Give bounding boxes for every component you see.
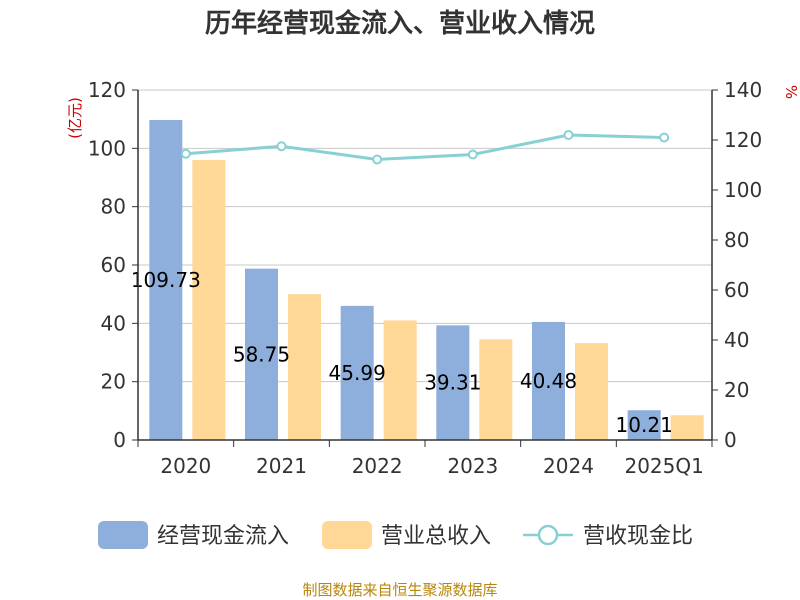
legend-swatch bbox=[322, 521, 372, 549]
x-tick-label: 2023 bbox=[447, 454, 498, 478]
ratio-point bbox=[467, 149, 478, 160]
ratio-line-path bbox=[185, 133, 665, 162]
bar-revenue bbox=[288, 294, 321, 440]
left-tick-label: 40 bbox=[101, 311, 126, 335]
left-axis-unit: (亿元) bbox=[66, 97, 84, 139]
axes: 0 20 40 60 80 100 120 0 20 40 60 80 100 120 140 2020 202… bbox=[88, 78, 762, 478]
bar-data-label: 40.48 bbox=[520, 369, 577, 393]
data-labels: 109.73 58.75 45.99 39.31 40.48 10.21 bbox=[131, 268, 673, 437]
right-tick-label: 20 bbox=[724, 378, 749, 402]
bar-revenue bbox=[479, 339, 513, 440]
bar-revenue bbox=[670, 415, 704, 440]
left-tick-label: 20 bbox=[101, 370, 126, 394]
right-tick-label: 60 bbox=[724, 278, 749, 302]
bar-cash-inflow bbox=[627, 410, 661, 440]
right-tick-label: 80 bbox=[724, 228, 749, 252]
bar-revenue bbox=[383, 320, 417, 440]
right-axis-unit: % bbox=[782, 85, 800, 99]
bar-data-label: 45.99 bbox=[329, 361, 386, 385]
ratio-point bbox=[276, 141, 287, 152]
x-tick-label: 2024 bbox=[543, 454, 594, 478]
ratio-point bbox=[563, 130, 574, 140]
bar-data-label: 39.31 bbox=[424, 371, 481, 395]
grid-lines bbox=[138, 89, 712, 441]
right-tick-label: 0 bbox=[724, 428, 737, 452]
bar-revenue bbox=[192, 160, 226, 440]
left-tick-label: 80 bbox=[101, 195, 126, 219]
x-tick-label: 2025Q1 bbox=[624, 454, 703, 478]
legend-label: 经营现金流入 bbox=[157, 524, 289, 549]
x-tick-label: 2021 bbox=[256, 454, 307, 478]
bar-cash-inflow bbox=[149, 119, 183, 441]
legend-swatch bbox=[98, 521, 148, 549]
bar-data-label: 58.75 bbox=[233, 342, 290, 366]
left-tick-label: 100 bbox=[88, 136, 126, 160]
ratio-point bbox=[180, 148, 191, 159]
bar-cash-inflow bbox=[436, 325, 470, 440]
x-tick-label: 2020 bbox=[160, 454, 211, 478]
bar-cash-inflow bbox=[532, 321, 565, 440]
chart-title: 历年经营现金流入、营业收入情况 bbox=[205, 8, 595, 39]
left-tick-label: 0 bbox=[113, 428, 126, 452]
left-tick-label: 60 bbox=[101, 253, 126, 277]
legend: 经营现金流入 营业总收入 营收现金比 bbox=[98, 521, 693, 549]
bar-data-label: 10.21 bbox=[616, 413, 673, 437]
x-tick-label: 2022 bbox=[352, 454, 403, 478]
ratio-point bbox=[659, 132, 670, 143]
bar-cash-inflow bbox=[340, 305, 374, 440]
right-tick-label: 140 bbox=[724, 78, 762, 102]
left-tick-label: 120 bbox=[88, 78, 126, 102]
legend-label: 营业总收入 bbox=[381, 524, 491, 549]
right-tick-label: 100 bbox=[724, 178, 762, 202]
legend-marker bbox=[537, 524, 559, 546]
bar-revenue bbox=[575, 343, 608, 440]
right-tick-label: 120 bbox=[724, 128, 762, 152]
ratio-line bbox=[180, 130, 670, 165]
bar-cash-inflow bbox=[245, 268, 278, 440]
bar-data-label: 109.73 bbox=[131, 268, 201, 292]
bars bbox=[149, 119, 704, 441]
ratio-point bbox=[372, 154, 383, 165]
right-tick-label: 40 bbox=[724, 328, 749, 352]
source-note: 制图数据来自恒生聚源数据库 bbox=[302, 581, 497, 599]
legend-label: 营收现金比 bbox=[583, 524, 693, 549]
